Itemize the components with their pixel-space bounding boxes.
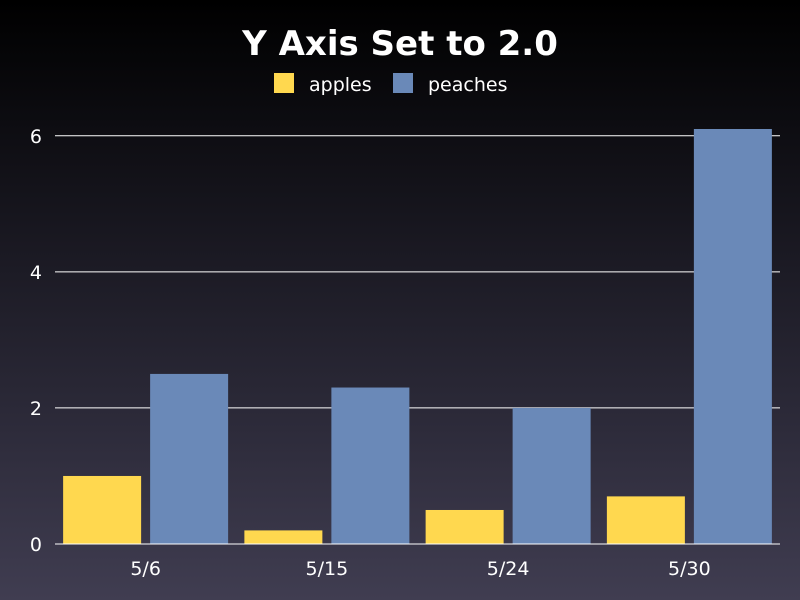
y-tick-label: 4	[30, 262, 42, 284]
gridlines	[55, 135, 780, 409]
bar-peaches-0	[150, 373, 229, 544]
y-axis-tick-labels: 0 2 4 6	[30, 126, 42, 556]
bar-peaches-3	[693, 129, 772, 544]
x-tick-label: 5/24	[487, 558, 530, 580]
legend-swatch-peaches	[393, 73, 413, 93]
x-tick-label: 5/30	[668, 558, 711, 580]
legend-label-apples: apples	[309, 74, 372, 96]
legend-label-peaches: peaches	[428, 74, 507, 96]
y-tick-label: 6	[30, 126, 42, 148]
bars	[63, 129, 772, 544]
y-tick-label: 0	[30, 534, 42, 556]
x-axis-tick-labels: 5/6 5/15 5/24 5/30	[130, 558, 710, 580]
bar-apples-0	[63, 475, 142, 544]
bar-apples-2	[425, 509, 504, 544]
bar-apples-1	[244, 530, 323, 544]
legend-swatch-apples	[274, 73, 294, 93]
x-tick-label: 5/15	[306, 558, 349, 580]
chart-title: Y Axis Set to 2.0	[241, 24, 558, 64]
y-tick-label: 2	[30, 398, 42, 420]
legend: apples peaches	[274, 73, 507, 96]
bar-apples-3	[606, 496, 685, 544]
bar-peaches-2	[512, 407, 591, 544]
bar-peaches-1	[331, 387, 410, 544]
x-tick-label: 5/6	[130, 558, 161, 580]
